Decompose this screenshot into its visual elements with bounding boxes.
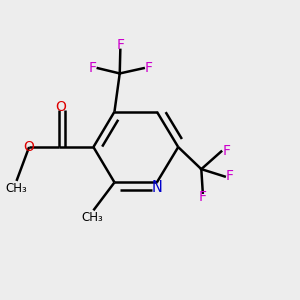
Text: F: F <box>226 169 234 184</box>
Text: F: F <box>145 61 153 75</box>
Text: F: F <box>116 38 124 52</box>
Text: CH₃: CH₃ <box>81 211 103 224</box>
Text: F: F <box>199 190 207 204</box>
Text: F: F <box>223 145 230 158</box>
Text: CH₃: CH₃ <box>5 182 27 195</box>
Text: O: O <box>23 140 34 154</box>
Text: O: O <box>55 100 66 114</box>
Text: N: N <box>152 180 162 195</box>
Text: F: F <box>88 61 97 75</box>
